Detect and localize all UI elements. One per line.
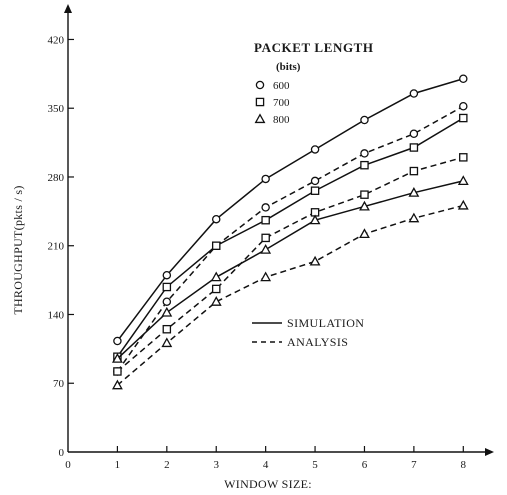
series-line	[116, 204, 464, 386]
data-point-triangle	[457, 199, 469, 210]
data-point-triangle	[309, 255, 321, 266]
x-tick-label: 7	[411, 459, 417, 471]
data-point-triangle	[260, 244, 272, 254]
series-square-dashed	[113, 153, 468, 376]
series-line	[116, 156, 464, 373]
y-tick-label: 280	[48, 172, 65, 184]
data-point-circle	[310, 145, 320, 154]
data-point-triangle	[210, 271, 222, 282]
x-tick-label: 4	[263, 459, 269, 471]
data-point-square	[261, 233, 270, 243]
data-point-circle	[162, 270, 172, 280]
legend-label-square: 700	[273, 97, 290, 109]
legend: PACKET LENGTH (bits) 600 700 800 SIMULATION AN…	[252, 40, 374, 349]
data-point-triangle	[111, 353, 123, 363]
data-point-triangle	[111, 379, 123, 390]
y-tick-label: 350	[48, 103, 65, 115]
data-point-square	[113, 367, 122, 376]
data-point-square	[409, 166, 419, 176]
data-point-triangle	[359, 228, 370, 239]
data-point-triangle	[161, 337, 173, 348]
axes: 0 1 2 3 4 5 6 7 8 0 70 140 210 280 350 420	[48, 4, 494, 471]
x-tick-label: 1	[115, 459, 121, 471]
data-point-circle	[310, 176, 320, 186]
series-layer	[111, 74, 469, 390]
x-tick-label: 8	[461, 459, 467, 471]
x-tick-label: 2	[164, 459, 170, 471]
data-point-square	[360, 160, 369, 170]
data-point-circle	[360, 149, 369, 158]
data-point-square	[409, 143, 419, 152]
data-point-circle	[261, 174, 270, 184]
data-point-square	[459, 153, 468, 162]
series-line	[116, 117, 464, 358]
x-axis-arrow	[485, 448, 494, 456]
data-point-triangle	[161, 306, 173, 317]
data-point-circle	[409, 89, 419, 98]
data-point-circle	[459, 74, 468, 84]
legend-label-triangle: 800	[273, 114, 290, 126]
data-point-circle	[261, 203, 270, 212]
data-point-square	[310, 186, 320, 195]
data-point-square	[162, 282, 172, 292]
x-tick-label: 6	[362, 459, 368, 471]
legend-marker-triangle	[254, 113, 266, 124]
data-point-circle	[211, 214, 221, 224]
legend-title: PACKET LENGTH	[254, 40, 374, 55]
data-point-triangle	[457, 175, 469, 186]
series-circle-solid	[113, 74, 468, 346]
y-tick-label: 420	[48, 34, 65, 46]
data-point-triangle	[408, 212, 420, 223]
legend-marker-circle	[255, 80, 265, 90]
series-line	[116, 78, 464, 342]
data-point-triangle	[210, 296, 222, 306]
y-tick-label: 210	[48, 241, 65, 253]
series-square-solid	[113, 113, 468, 361]
data-point-triangle	[309, 214, 321, 225]
y-axis-label: THROUGHPUT(pkts / s)	[11, 185, 25, 314]
x-axis-label: WINDOW SIZE:	[224, 477, 312, 491]
data-point-square	[360, 190, 369, 199]
legend-subtitle: (bits)	[276, 61, 301, 73]
series-line	[116, 105, 464, 372]
series-triangle-dashed	[111, 199, 469, 390]
data-point-circle	[360, 115, 369, 125]
data-point-square	[211, 241, 221, 250]
legend-marker-square	[255, 97, 265, 107]
series-triangle-solid	[111, 175, 469, 363]
x-tick-label: 5	[312, 459, 318, 471]
data-point-triangle	[359, 200, 370, 211]
data-point-circle	[409, 129, 419, 139]
data-point-square	[162, 324, 172, 334]
data-point-circle	[162, 297, 172, 306]
data-point-circle	[113, 336, 122, 346]
data-point-square	[211, 284, 221, 294]
legend-label-circle: 600	[273, 80, 290, 92]
data-point-square	[459, 113, 468, 123]
style-key-solid-label: SIMULATION	[287, 316, 364, 330]
data-point-circle	[459, 102, 468, 111]
x-tick-label: 0	[65, 459, 71, 471]
data-point-square	[261, 215, 270, 225]
data-point-triangle	[260, 271, 272, 282]
style-key-dashed-label: ANALYSIS	[287, 335, 348, 349]
y-tick-label: 0	[59, 447, 65, 459]
data-point-triangle	[408, 187, 420, 197]
series-line	[116, 180, 464, 360]
y-tick-label: 70	[53, 378, 65, 390]
x-tick-label: 3	[213, 459, 219, 471]
y-tick-label: 140	[48, 309, 65, 321]
y-axis-arrow	[64, 4, 72, 13]
